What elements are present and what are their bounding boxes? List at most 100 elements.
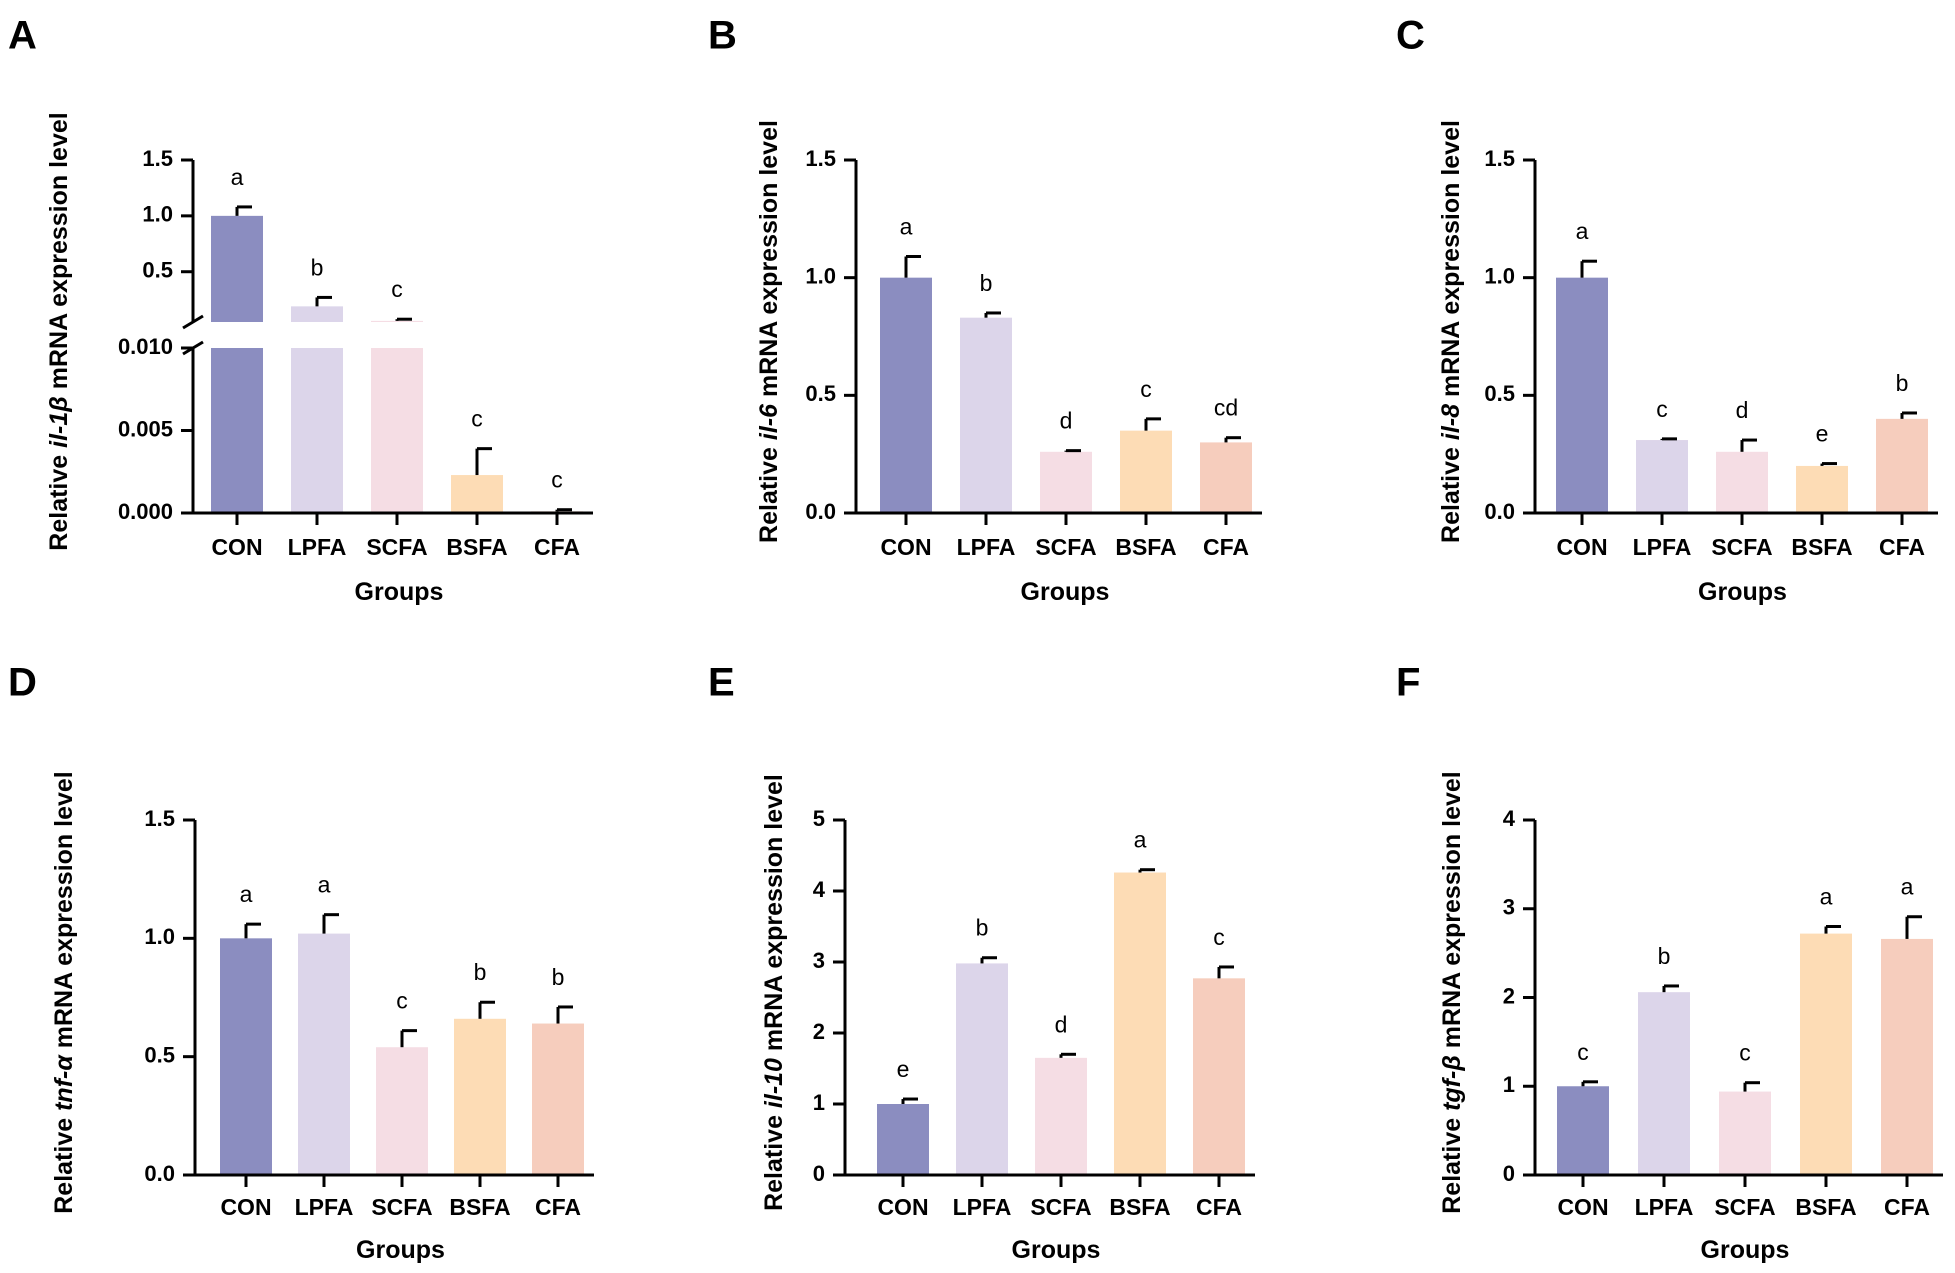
significance-label: d (1055, 1011, 1068, 1037)
bar-cfa (1876, 418, 1928, 513)
significance-label: b (311, 254, 324, 280)
panel-letter: D (8, 661, 37, 705)
significance-label: c (551, 467, 563, 493)
bar-lpfa (1636, 440, 1688, 513)
category-label: BSFA (1791, 534, 1852, 560)
y-tick-label: 1.0 (142, 202, 173, 227)
y-tick-label: 0.000 (118, 499, 173, 524)
category-label: BSFA (446, 534, 507, 560)
significance-label: a (1134, 827, 1147, 853)
y-tick-label: 4 (813, 877, 826, 902)
significance-label: a (900, 213, 913, 239)
panel-letter: A (8, 14, 37, 58)
significance-label: b (474, 959, 487, 985)
y-tick-label: 0 (1503, 1161, 1515, 1186)
y-tick-label: 0.0 (1484, 499, 1515, 524)
y-tick-label: 0.5 (142, 258, 173, 283)
y-tick-label: 1 (813, 1090, 825, 1115)
bar-con (880, 277, 932, 513)
bar-scfa (1040, 451, 1092, 513)
category-label: CFA (1879, 534, 1925, 560)
category-label: CFA (1884, 1194, 1930, 1220)
y-tick-label: 2 (813, 1019, 825, 1044)
bar-cfa (1881, 938, 1933, 1175)
category-label: LPFA (957, 534, 1016, 560)
x-axis-title: Groups (1021, 578, 1110, 606)
category-label: LPFA (953, 1194, 1012, 1220)
y-tick-label: 1.5 (1484, 146, 1515, 171)
bar-cfa (1193, 978, 1245, 1175)
significance-label: a (1576, 218, 1589, 244)
category-label: CFA (535, 1194, 581, 1220)
category-label: LPFA (288, 534, 347, 560)
y-tick-label: 0.0 (144, 1161, 175, 1186)
bar-con (1557, 1086, 1609, 1175)
bar-con (1556, 277, 1608, 513)
bar-bsfa (454, 1018, 506, 1175)
category-label: CFA (1196, 1194, 1242, 1220)
significance-label: a (231, 164, 244, 190)
bar-con-lower (211, 348, 263, 513)
category-label: CON (211, 534, 262, 560)
bar-bsfa (1800, 933, 1852, 1175)
y-tick-label: 0 (813, 1161, 825, 1186)
y-tick-label: 2 (1503, 983, 1515, 1008)
category-label: BSFA (1795, 1194, 1856, 1220)
bar-lpfa (298, 933, 350, 1175)
bar-cfa (1200, 442, 1252, 513)
panel-letter: E (708, 661, 735, 705)
category-label: CON (1557, 1194, 1608, 1220)
y-tick-label: 1.5 (805, 146, 836, 171)
category-label: CFA (1203, 534, 1249, 560)
significance-label: c (471, 406, 483, 432)
panel-c: a c d e b 0.0 0.5 1.0 1.5 C CON LPFA SCFA BSFA CFA Grou… (1396, 14, 1938, 606)
panel-letter: C (1396, 14, 1425, 58)
category-label: SCFA (366, 534, 427, 560)
bar-lpfa (1638, 992, 1690, 1175)
panel-a: a b c c c 0.000 0.005 0.010 0.5 1.0 1.5 A CON LPFA SCF… (8, 14, 593, 606)
category-label: CON (220, 1194, 271, 1220)
significance-label: b (980, 270, 993, 296)
bar-scfa (1719, 1091, 1771, 1175)
y-tick-label: 1.0 (144, 924, 175, 949)
x-axis-title: Groups (356, 1236, 445, 1264)
significance-label: c (391, 276, 403, 302)
y-tick-label: 1.5 (144, 806, 175, 831)
bar-con (220, 938, 272, 1175)
category-label: BSFA (449, 1194, 510, 1220)
x-axis-title: Groups (1698, 578, 1787, 606)
category-label: SCFA (371, 1194, 432, 1220)
significance-label: c (1656, 396, 1668, 422)
significance-label: d (1060, 408, 1073, 434)
category-label: SCFA (1030, 1194, 1091, 1220)
bar-bsfa (1120, 430, 1172, 513)
significance-label: a (318, 872, 331, 898)
bar-scfa (1716, 451, 1768, 513)
significance-label: c (1739, 1040, 1751, 1066)
panel-letter: F (1396, 661, 1420, 705)
category-label: CFA (534, 534, 580, 560)
y-tick-label: 0.5 (805, 381, 836, 406)
bar-bsfa (451, 475, 503, 513)
y-tick-label: 4 (1503, 806, 1516, 831)
y-tick-label: 1.0 (1484, 263, 1515, 288)
bar-lpfa (960, 317, 1012, 513)
bar-scfa (1035, 1057, 1087, 1175)
category-label: SCFA (1035, 534, 1096, 560)
category-label: CON (877, 1194, 928, 1220)
category-label: SCFA (1714, 1194, 1775, 1220)
significance-label: d (1736, 397, 1749, 423)
panel-letter: B (708, 14, 737, 58)
y-axis-title: Relative tgf-β mRNA expression level (1438, 771, 1466, 1214)
significance-label: c (1213, 924, 1225, 950)
bar-con-upper (211, 215, 263, 322)
y-tick-label: 1.0 (805, 263, 836, 288)
category-label: LPFA (295, 1194, 354, 1220)
x-axis-title: Groups (1701, 1236, 1790, 1264)
y-tick-label: 0.5 (144, 1042, 175, 1067)
significance-label: c (396, 988, 408, 1014)
bar-bsfa (1114, 872, 1166, 1175)
y-axis-title: Relative il-10 mRNA expression level (760, 774, 788, 1211)
y-tick-label: 0.005 (118, 416, 173, 441)
y-tick-label: 3 (1503, 895, 1515, 920)
